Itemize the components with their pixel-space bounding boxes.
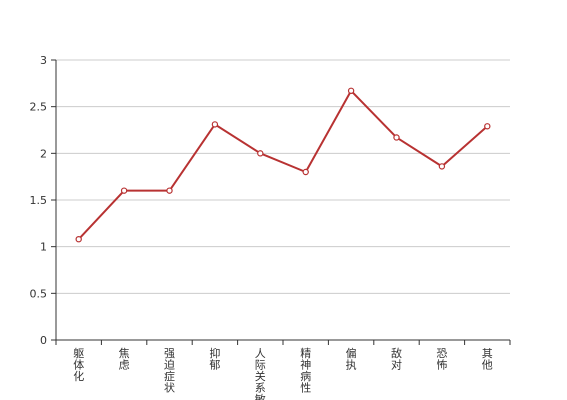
data-point <box>347 87 355 95</box>
x-tick-label: 强迫症状 <box>164 347 175 395</box>
x-tick-label: 人际关系敏感 <box>255 347 266 400</box>
x-axis-ticks: 躯体化 焦虑 强迫症状 抑郁 人际关系敏感 精神病性 偏执 敌对 恐怖 其他 <box>55 340 511 400</box>
y-tick-label: 2 <box>40 147 47 160</box>
y-tick-label: 0 <box>40 334 47 347</box>
x-tick-label: 精神病性 <box>300 347 311 395</box>
y-tick-label: 1.5 <box>30 194 48 207</box>
series-line <box>77 89 488 240</box>
y-tick-label: 1 <box>40 241 47 254</box>
x-tick-label: 抑郁 <box>209 346 220 372</box>
y-axis-ticks: 0 0.5 1 1.5 2 2.5 3 <box>30 54 56 347</box>
x-tick-label: 恐怖 <box>436 347 447 372</box>
data-point <box>257 150 264 157</box>
data-point <box>120 187 128 194</box>
x-tick-label: 其他 <box>482 347 493 372</box>
data-point <box>484 123 491 130</box>
data-point <box>211 121 219 128</box>
data-point <box>166 187 173 194</box>
y-tick-label: 3 <box>40 54 47 67</box>
x-tick-label: 躯体化 <box>73 347 84 383</box>
y-tick-label: 0.5 <box>30 287 48 300</box>
data-point <box>302 168 309 176</box>
gridlines <box>56 59 510 294</box>
y-tick-label: 2.5 <box>30 101 48 114</box>
data-point <box>393 134 400 141</box>
data-point <box>75 235 82 243</box>
x-tick-label: 焦虑 <box>119 347 130 372</box>
series <box>75 87 491 243</box>
x-tick-label: 敌对 <box>391 346 402 372</box>
x-tick-label: 偏执 <box>346 346 357 372</box>
data-point <box>438 163 446 170</box>
